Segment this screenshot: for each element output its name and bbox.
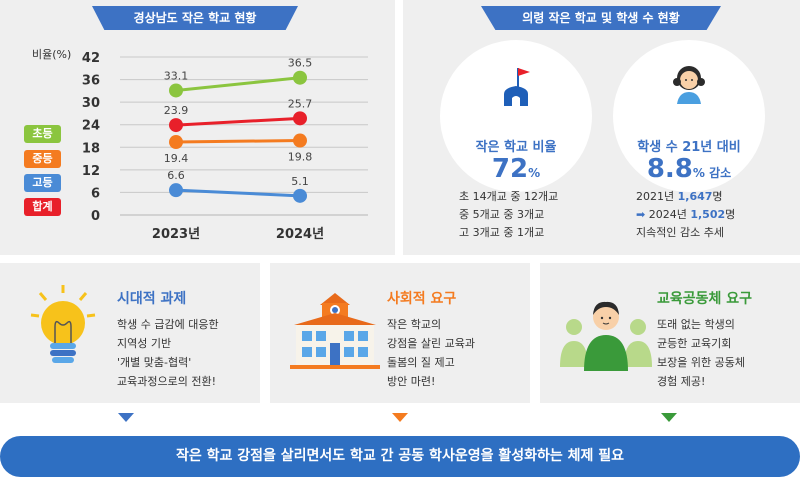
series-line-2: [175, 188, 301, 198]
data-label: 33.1: [164, 69, 189, 82]
data-point: [293, 188, 307, 203]
data-label: 19.8: [288, 151, 313, 164]
data-label: 25.7: [288, 97, 313, 110]
right-arrow-icon: ➡: [636, 208, 646, 221]
student-decrease-label: 학생 수 21년 대비: [637, 140, 741, 155]
y-tick-label: 30: [82, 96, 100, 111]
school-building-icon: [290, 293, 380, 369]
decrease-trend: 지속적인 감소 추세: [636, 226, 724, 239]
line-chart: 비율(%) 0 6 12 18 24 30 36 42 2023년 2024년 33.1 36.5 19.…: [32, 48, 368, 242]
y-tick-label: 24: [82, 119, 100, 134]
conclusion-banner: 작은 학교 강점을 살리면서도 학교 간 공동 학사운영을 활성화하는 체제 필…: [0, 436, 800, 477]
community-people-icon: [560, 301, 652, 371]
small-school-ratio-label: 작은 학교 비율: [475, 140, 557, 155]
y-tick-label: 6: [91, 186, 100, 201]
students-2021: 2021년 1,647명: [636, 190, 723, 203]
small-school-ratio-circle: 작은 학교 비율 72%: [440, 40, 592, 192]
down-arrow-icon: [392, 413, 408, 422]
high-count: 고 3개교 중 1개교: [459, 226, 545, 239]
card-body: 작은 학교의 강점을 살린 교육과 돌봄의 질 제고 방안 마련!: [387, 318, 475, 388]
students-2024: ➡ 2024년 1,502명: [636, 208, 736, 221]
chart-panel-title: 경상남도 작은 학교 현황: [92, 6, 298, 30]
data-label: 36.5: [288, 57, 313, 70]
data-point: [293, 70, 307, 85]
data-label: 23.9: [164, 104, 189, 117]
series-line-3: [175, 116, 301, 127]
legend-item: 합계: [24, 198, 61, 216]
stats-panel: 의령 작은 학교 및 학생 수 현황 작은 학교 비율 72% 학생 수 21년…: [403, 0, 800, 255]
stats-panel-title: 의령 작은 학교 및 학생 수 현황: [481, 6, 721, 30]
student-count-notes: 2021년 1,647명 ➡ 2024년 1,502명 지속적인 감소 추세: [636, 188, 735, 242]
data-point: [169, 83, 183, 98]
card-title: 교육공동체 요구: [657, 291, 753, 307]
student-decrease-value: 8.8% 감소: [646, 154, 732, 184]
data-point: [293, 133, 307, 148]
legend-item: 고등: [24, 174, 61, 192]
y-tick-label: 12: [82, 164, 100, 179]
down-arrow-icon: [661, 413, 677, 422]
lightbulb-icon: [30, 285, 96, 363]
card-body: 또래 없는 학생의 균등한 교육기회 보장을 위한 공동체 경험 제공!: [657, 318, 745, 388]
data-label: 5.1: [291, 175, 309, 188]
student-decrease-circle: 학생 수 21년 대비 8.8% 감소: [613, 40, 765, 192]
data-point: [169, 183, 183, 198]
y-tick-label: 36: [82, 74, 100, 89]
elementary-count: 초 14개교 중 12개교: [459, 190, 559, 203]
data-label: 19.4: [164, 152, 189, 165]
data-point: [169, 135, 183, 150]
data-point: [293, 111, 307, 126]
legend-item: 중등: [24, 150, 61, 168]
student-girl-icon: [673, 66, 705, 104]
middle-count: 중 5개교 중 3개교: [459, 208, 545, 221]
y-axis-label: 비율(%): [32, 48, 71, 61]
card-era-task: 시대적 과제 학생 수 급감에 대응한 지역성 기반 '개별 맞춤-협력' 교육과정으…: [0, 263, 260, 403]
card-title: 사회적 요구: [387, 291, 457, 307]
small-school-ratio-value: 72%: [491, 154, 541, 184]
legend-item: 초등: [24, 125, 61, 143]
x-tick-label: 2024년: [276, 227, 324, 242]
card-community-need: 교육공동체 요구 또래 없는 학생의 균등한 교육기회 보장을 위한 공동체 경험 제…: [540, 263, 800, 403]
card-social-need: 사회적 요구 작은 학교의 강점을 살린 교육과 돌봄의 질 제고 방안 마련!: [270, 263, 530, 403]
x-tick-label: 2023년: [152, 227, 200, 242]
data-point: [169, 118, 183, 133]
y-tick-label: 0: [91, 209, 100, 224]
data-label: 6.6: [167, 169, 185, 182]
y-tick-label: 42: [82, 51, 100, 66]
school-count-notes: 초 14개교 중 12개교 중 5개교 중 3개교 고 3개교 중 1개교: [459, 188, 558, 242]
y-tick-label: 18: [82, 141, 100, 156]
card-title: 시대적 과제: [117, 291, 187, 307]
series-line-1: [175, 139, 301, 144]
card-body: 학생 수 급감에 대응한 지역성 기반 '개별 맞춤-협력' 교육과정으로의 전환!: [117, 318, 219, 388]
series-line-0: [175, 76, 301, 92]
down-arrow-icon: [118, 413, 134, 422]
school-flag-icon: [504, 68, 530, 106]
